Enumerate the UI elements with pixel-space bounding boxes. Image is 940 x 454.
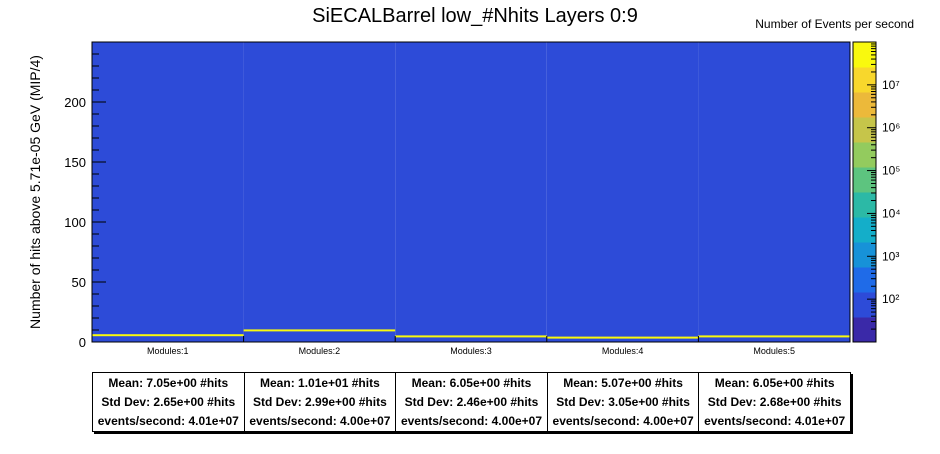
- stats-events-per-second: events/second: 4.00e+07: [400, 414, 543, 429]
- z-axis-label: Number of Events per second: [755, 17, 914, 31]
- y-tick-label: 200: [64, 95, 86, 110]
- stats-box-module-2: Mean: 1.01e+01 #hits Std Dev: 2.99e+00 #…: [243, 372, 397, 432]
- peak-bin: [546, 336, 699, 339]
- stats-std-dev: Std Dev: 3.05e+00 #hits: [556, 394, 690, 409]
- color-scale-segment: [853, 167, 876, 193]
- color-scale-segment: [853, 142, 876, 168]
- color-scale-segment: [853, 267, 876, 293]
- x-tick-label: Modules:4: [602, 346, 644, 356]
- color-scale-segment: [853, 217, 876, 243]
- y-tick-label: 100: [64, 215, 86, 230]
- stats-mean: Mean: 6.05e+00 #hits: [714, 375, 835, 390]
- x-axis: Modules:1 Modules:2 Modules:3 Modules:4 Modu…: [147, 336, 795, 356]
- x-tick-label: Modules:3: [450, 346, 492, 356]
- z-tick-label: 10²: [882, 292, 899, 306]
- z-tick-label: 10⁷: [882, 78, 900, 92]
- heatmap-column: [698, 42, 850, 342]
- stats-box-module-5: Mean: 6.05e+00 #hits Std Dev: 2.68e+00 #…: [698, 372, 851, 432]
- stats-mean: Mean: 1.01e+01 #hits: [260, 375, 380, 390]
- color-scale-segment: [853, 92, 876, 118]
- stats-box-module-3: Mean: 6.05e+00 #hits Std Dev: 2.46e+00 #…: [395, 372, 548, 432]
- color-scale-segment: [853, 292, 876, 318]
- color-scale-segment: [853, 117, 876, 143]
- color-scale-frame: [852, 41, 877, 343]
- plot-frame: [91, 41, 851, 343]
- heatmap-cells: [92, 42, 850, 342]
- y-axis-label: Number of hits above 5.71e-05 GeV (MIP/4…: [27, 55, 43, 329]
- heatmap-column: [92, 42, 244, 342]
- color-scale-segment: [853, 242, 876, 268]
- stats-std-dev: Std Dev: 2.99e+00 #hits: [253, 394, 387, 409]
- y-tick-label: 50: [72, 275, 86, 290]
- color-scale-segment: [853, 42, 876, 68]
- heatmap-column: [243, 42, 396, 342]
- chart-title: SiECALBarrel low_#Nhits Layers 0:9: [312, 5, 638, 27]
- z-tick-label: 10³: [882, 249, 899, 263]
- y-axis: 0 50 100 150 200: [64, 41, 106, 350]
- stats-events-per-second: events/second: 4.00e+07: [249, 414, 391, 429]
- stats-events-per-second: events/second: 4.01e+07: [704, 414, 846, 429]
- x-tick-label: Modules:2: [299, 346, 341, 356]
- stats-box-module-4: Mean: 5.07e+00 #hits Std Dev: 3.05e+00 #…: [546, 372, 700, 432]
- peak-bin: [92, 334, 244, 337]
- stats-boxes: Mean: 7.05e+00 #hits Std Dev: 2.65e+00 #…: [92, 372, 851, 432]
- z-tick-label: 10⁶: [882, 121, 900, 135]
- y-tick-label: 150: [64, 155, 86, 170]
- stats-events-per-second: events/second: 4.00e+07: [552, 414, 694, 429]
- peak-bin: [395, 335, 547, 338]
- peak-bins: [92, 329, 850, 339]
- stats-mean: Mean: 7.05e+00 #hits: [108, 375, 229, 390]
- heatmap-column: [395, 42, 547, 342]
- peak-bin: [243, 329, 396, 332]
- heatmap-column: [546, 42, 699, 342]
- color-scale: 10² 10³ 10⁴ 10⁵ 10⁶ 10⁷: [852, 41, 901, 343]
- stats-std-dev: Std Dev: 2.68e+00 #hits: [707, 394, 842, 409]
- stats-mean: Mean: 5.07e+00 #hits: [563, 375, 683, 390]
- z-tick-label: 10⁴: [882, 206, 901, 220]
- peak-bin: [698, 335, 850, 338]
- stats-box-module-1: Mean: 7.05e+00 #hits Std Dev: 2.65e+00 #…: [92, 372, 245, 432]
- color-scale-segment: [853, 192, 876, 218]
- y-tick-label: 0: [79, 335, 86, 350]
- z-tick-label: 10⁵: [882, 164, 900, 178]
- color-scale-segment: [853, 67, 876, 93]
- x-tick-label: Modules:5: [753, 346, 795, 356]
- stats-mean: Mean: 6.05e+00 #hits: [411, 375, 532, 390]
- stats-std-dev: Std Dev: 2.65e+00 #hits: [101, 394, 236, 409]
- stats-std-dev: Std Dev: 2.46e+00 #hits: [404, 394, 539, 409]
- color-scale-segment: [853, 317, 876, 343]
- stats-events-per-second: events/second: 4.01e+07: [97, 414, 239, 429]
- x-tick-label: Modules:1: [147, 346, 189, 356]
